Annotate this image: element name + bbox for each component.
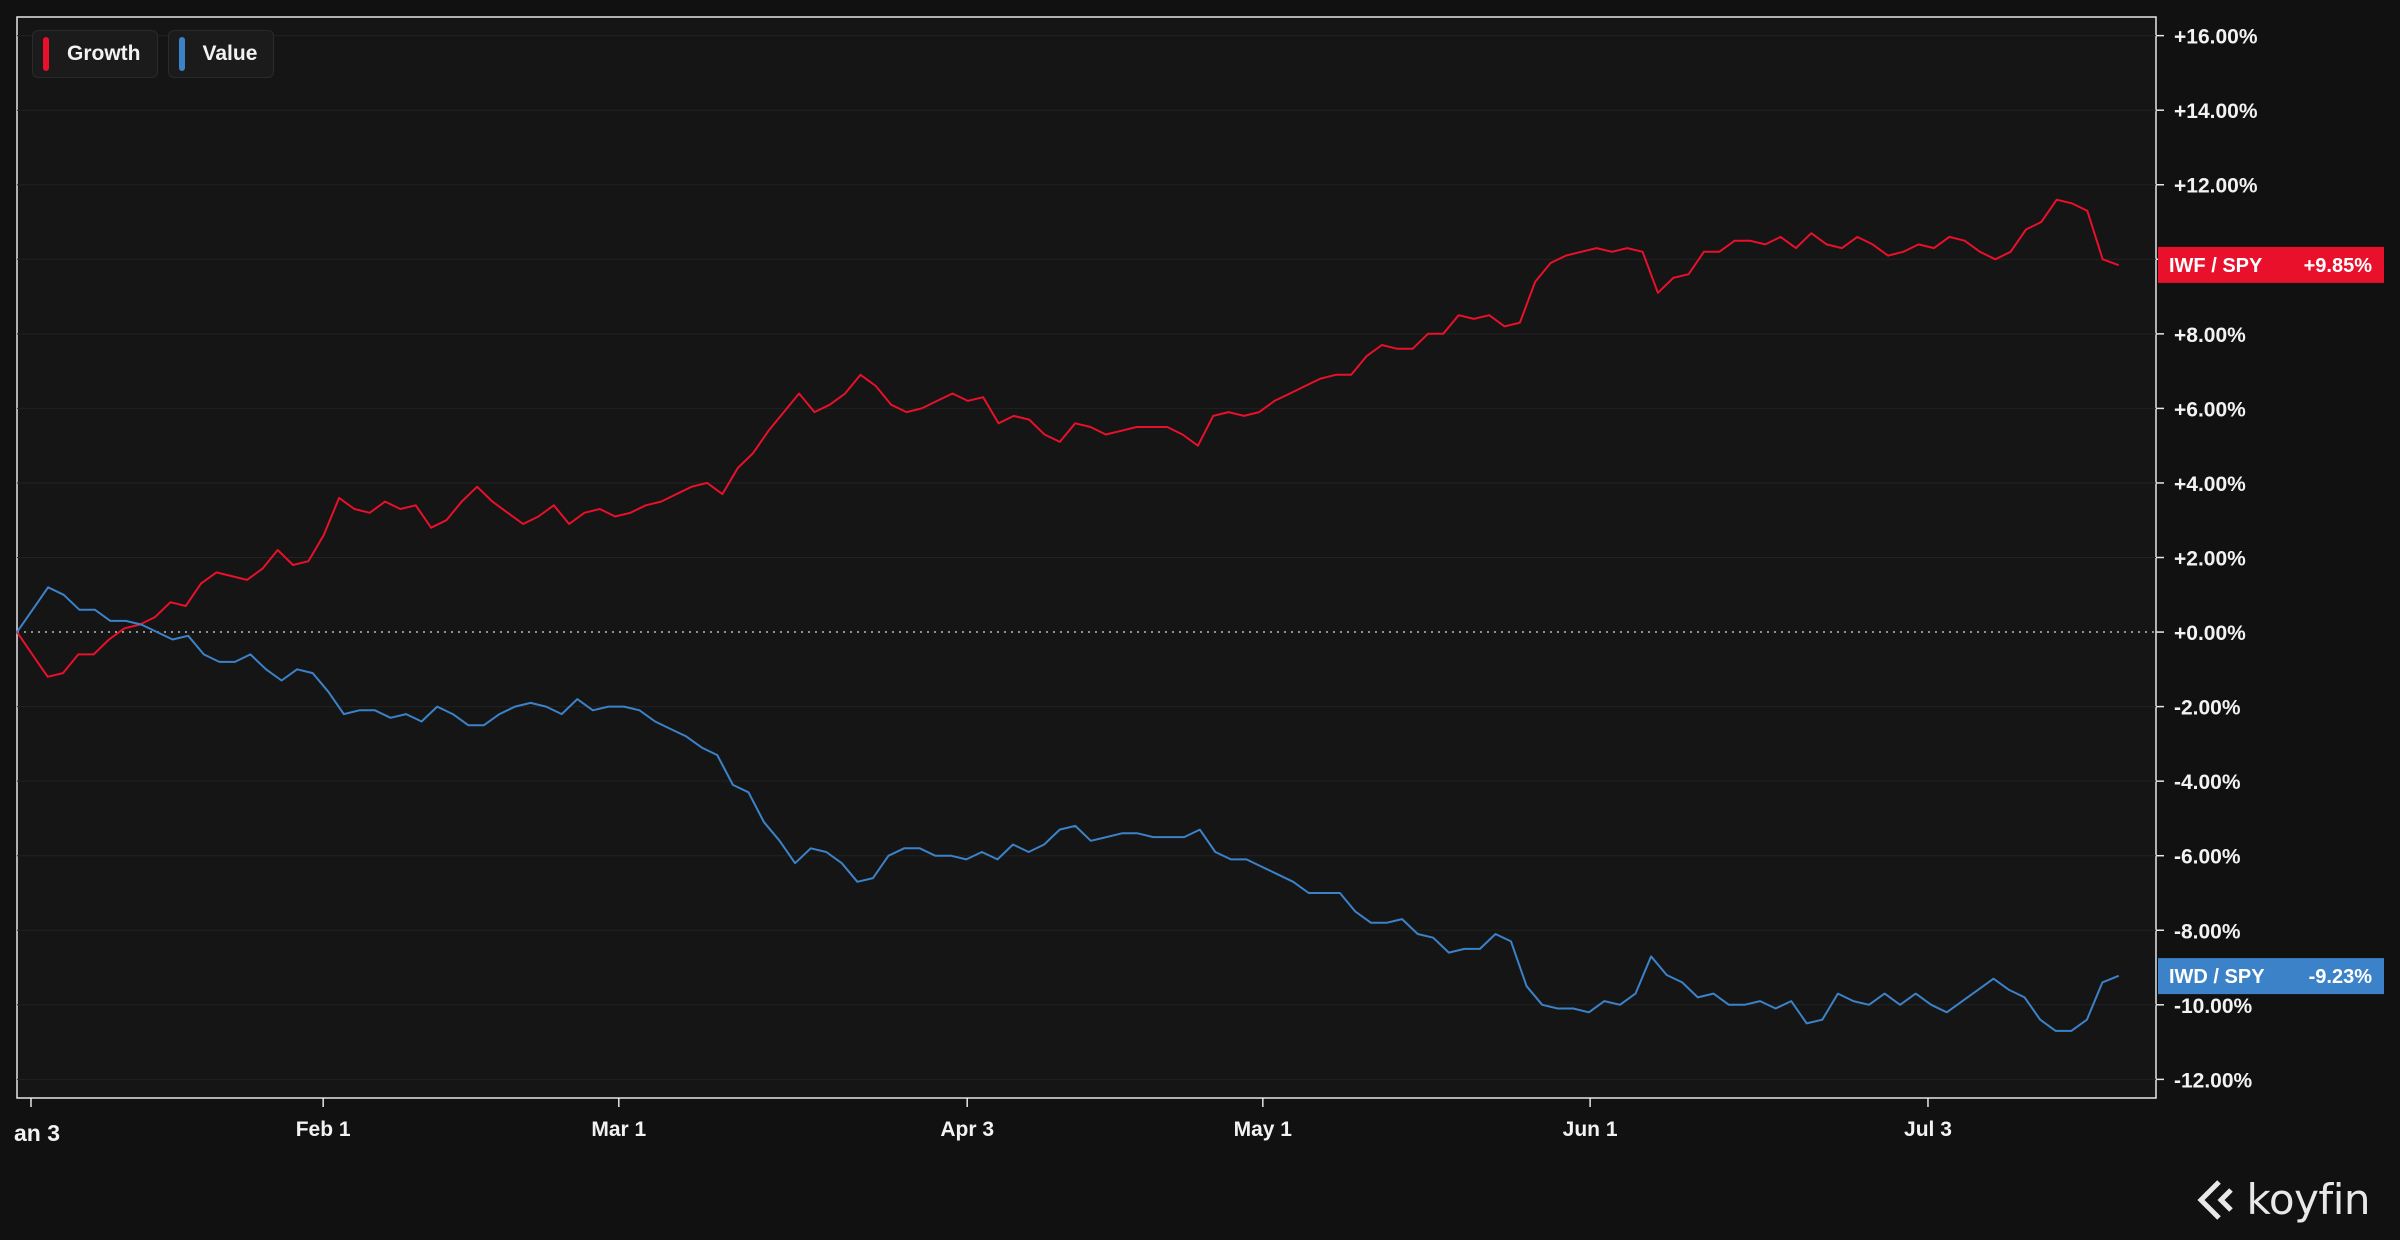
legend-label-value: Value bbox=[202, 42, 258, 65]
x-tick-label: Apr 3 bbox=[940, 1118, 994, 1141]
y-tick-label: -4.00% bbox=[2174, 771, 2241, 794]
y-tick-label: +2.00% bbox=[2174, 548, 2246, 571]
legend-label-growth: Growth bbox=[67, 42, 141, 65]
legend-swatch-growth bbox=[43, 37, 49, 71]
x-tick-label: May 1 bbox=[1234, 1118, 1293, 1141]
end-value-badges: IWF / SPY +9.85% IWD / SPY -9.23% bbox=[2158, 246, 2384, 995]
y-tick-label: -8.00% bbox=[2174, 920, 2241, 943]
x-tick-label: Jun 1 bbox=[1563, 1118, 1618, 1141]
x-tick-label: Jul 3 bbox=[1904, 1118, 1952, 1141]
brand-name: koyfin bbox=[2246, 1175, 2371, 1224]
legend-swatch-value bbox=[178, 37, 185, 71]
end-badge-value: -9.23% bbox=[2309, 966, 2373, 988]
gridlines bbox=[17, 35, 2156, 1080]
y-axis: -12.00% -10.00% -8.00% -6.00% -4.00% -2.00% +0… bbox=[2156, 26, 2258, 1092]
end-badge-label: IWF / SPY bbox=[2169, 255, 2263, 277]
x-tick-label: Feb 1 bbox=[296, 1118, 351, 1141]
y-tick-label: -10.00% bbox=[2174, 995, 2253, 1018]
legend-item-value[interactable]: Value bbox=[167, 30, 275, 78]
series-line-growth bbox=[16, 198, 2119, 678]
y-tick-label: +12.00% bbox=[2174, 175, 2258, 198]
koyfin-chevron-logo-icon bbox=[2197, 1179, 2233, 1220]
y-tick-label: +16.00% bbox=[2174, 26, 2258, 49]
series-lines bbox=[16, 198, 2119, 1032]
end-badge-label: IWD / SPY bbox=[2169, 966, 2265, 988]
end-badge-bg bbox=[2158, 958, 2384, 995]
x-axis: an 3 Feb 1 Mar 1 Apr 3 May 1 Jun 1 Jul 3 bbox=[14, 1098, 1952, 1146]
y-tick-label: +14.00% bbox=[2174, 100, 2258, 123]
y-tick-label: -2.00% bbox=[2174, 697, 2241, 720]
y-tick-label: +4.00% bbox=[2174, 473, 2246, 496]
x-tick-label: Mar 1 bbox=[591, 1118, 646, 1141]
legend-item-growth[interactable]: Growth bbox=[32, 30, 158, 78]
end-badge-value: +9.85% bbox=[2304, 255, 2373, 277]
y-tick-label: -12.00% bbox=[2174, 1069, 2253, 1092]
end-badge-bg bbox=[2158, 246, 2384, 283]
end-badge-growth: IWF / SPY +9.85% bbox=[2158, 246, 2384, 283]
end-badge-value: IWD / SPY -9.23% bbox=[2158, 958, 2384, 995]
y-tick-label: -6.00% bbox=[2174, 846, 2241, 869]
y-tick-label: +0.00% bbox=[2174, 622, 2246, 645]
brand-logo: koyfin bbox=[2195, 1175, 2371, 1224]
x-tick-label: an 3 bbox=[14, 1120, 60, 1146]
y-tick-label: +6.00% bbox=[2174, 398, 2246, 421]
y-tick-label: +8.00% bbox=[2174, 324, 2246, 347]
legend: Growth Value bbox=[32, 30, 275, 78]
series-line-value bbox=[16, 586, 2119, 1032]
